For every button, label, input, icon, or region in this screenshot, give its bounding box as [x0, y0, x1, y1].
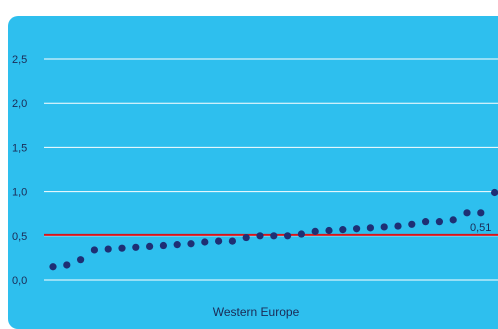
- data-point: [49, 263, 57, 271]
- data-point: [77, 256, 85, 264]
- data-point: [242, 233, 250, 242]
- data-point: [339, 226, 347, 234]
- data-point: [408, 220, 416, 228]
- data-point: [366, 224, 374, 232]
- data-point: [463, 209, 471, 217]
- data-point: [159, 241, 167, 250]
- data-point: [173, 241, 181, 249]
- data-point: [284, 232, 292, 240]
- data-point: [422, 218, 430, 226]
- y-tick-label: 1,0: [12, 187, 27, 199]
- scatter-chart: 0,0 0,5 1,0 1,5 2,0 2,5 0,51 Western Europe: [12, 54, 498, 319]
- y-tick-label: 0,5: [12, 231, 27, 243]
- data-point: [353, 225, 361, 233]
- data-point: [297, 230, 305, 238]
- data-point: [311, 227, 319, 235]
- data-point: [187, 240, 195, 248]
- data-point: [256, 232, 264, 240]
- data-point: [449, 216, 457, 224]
- y-tick-labels: 0,0 0,5 1,0 1,5 2,0 2,5: [12, 54, 27, 287]
- data-point: [104, 245, 112, 253]
- y-tick-label: 1,5: [12, 142, 27, 154]
- data-point: [118, 244, 126, 252]
- data-point: [90, 246, 98, 254]
- data-point: [270, 232, 278, 240]
- data-point: [215, 237, 223, 245]
- reference-line-label: 0,51: [470, 222, 491, 234]
- data-point: [491, 188, 498, 197]
- y-tick-label: 2,5: [12, 54, 27, 66]
- data-point: [435, 218, 443, 226]
- data-point: [146, 242, 154, 251]
- data-point: [63, 261, 71, 269]
- data-points: [49, 188, 498, 271]
- data-point: [201, 238, 209, 246]
- data-point: [394, 222, 402, 230]
- x-axis-label: Western Europe: [213, 305, 300, 319]
- plot-area: 0,0 0,5 1,0 1,5 2,0 2,5 0,51 Western Europe: [8, 16, 498, 329]
- data-point: [228, 237, 236, 245]
- data-point: [132, 243, 140, 251]
- gridlines: [44, 58, 498, 281]
- data-point: [325, 226, 333, 235]
- data-point: [477, 209, 485, 217]
- y-tick-label: 0,0: [12, 275, 27, 287]
- y-tick-label: 2,0: [12, 98, 27, 110]
- data-point: [380, 223, 388, 231]
